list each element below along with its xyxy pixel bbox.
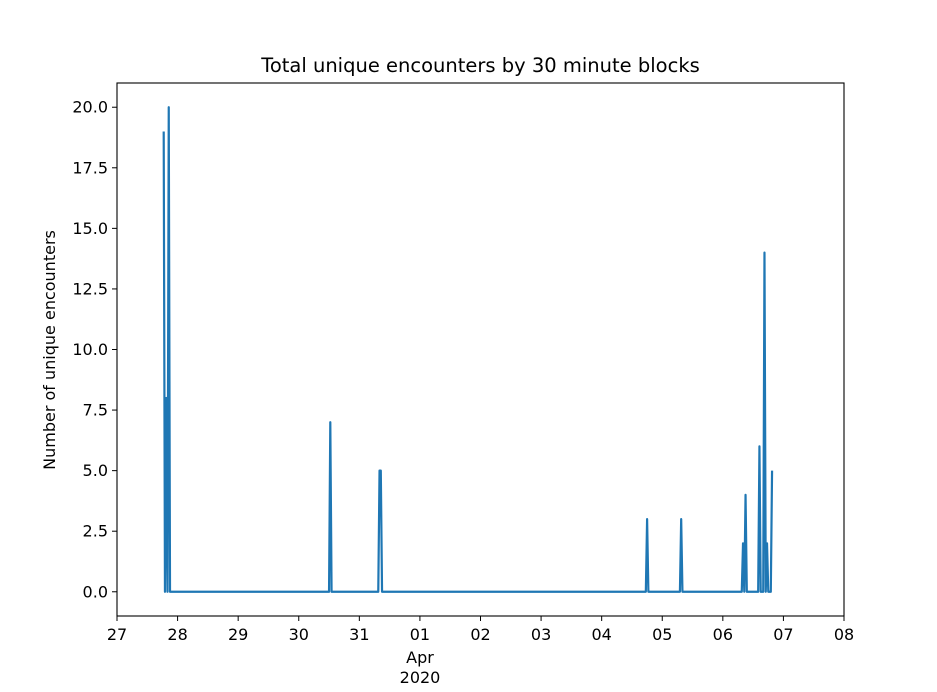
x-tick-label: 08 [834, 625, 854, 644]
y-axis-label: Number of unique encounters [40, 230, 59, 470]
x-axis-year-label: 2020 [400, 668, 441, 687]
y-axis-ticks: 0.0 2.5 5.0 7.5 10.0 12.5 15.0 17.5 20.0 [72, 98, 117, 601]
y-tick-label: 7.5 [83, 401, 108, 420]
x-tick-label: 06 [713, 625, 733, 644]
x-tick-label: 05 [652, 625, 672, 644]
plot-area: 0.0 2.5 5.0 7.5 10.0 12.5 15.0 17.5 20.0 27 28 29 3… [72, 82, 854, 644]
chart-title: Total unique encounters by 30 minute blo… [260, 54, 700, 77]
x-tick-label: 31 [349, 625, 369, 644]
x-tick-label: 30 [289, 625, 309, 644]
x-tick-label: 07 [773, 625, 793, 644]
series-line-0 [162, 106, 774, 593]
plot-frame [116, 82, 845, 617]
y-tick-label: 0.0 [83, 582, 108, 601]
x-tick-label: 28 [167, 625, 187, 644]
y-tick-label: 12.5 [72, 279, 108, 298]
x-tick-label: 27 [107, 625, 127, 644]
x-tick-label: 04 [591, 625, 611, 644]
y-tick-label: 10.0 [72, 340, 108, 359]
y-tick-label: 5.0 [83, 461, 108, 480]
x-axis-ticks: 27 28 29 30 31 01 02 03 04 05 06 07 08 [107, 616, 854, 644]
x-tick-label: 03 [531, 625, 551, 644]
x-tick-label: 29 [228, 625, 248, 644]
series-group [162, 106, 774, 593]
y-tick-label: 15.0 [72, 219, 108, 238]
y-tick-label: 17.5 [72, 158, 108, 177]
x-axis-month-label: Apr [406, 648, 434, 667]
x-tick-label: 01 [410, 625, 430, 644]
y-tick-label: 20.0 [72, 98, 108, 117]
y-tick-label: 2.5 [83, 522, 108, 541]
x-tick-label: 02 [470, 625, 490, 644]
